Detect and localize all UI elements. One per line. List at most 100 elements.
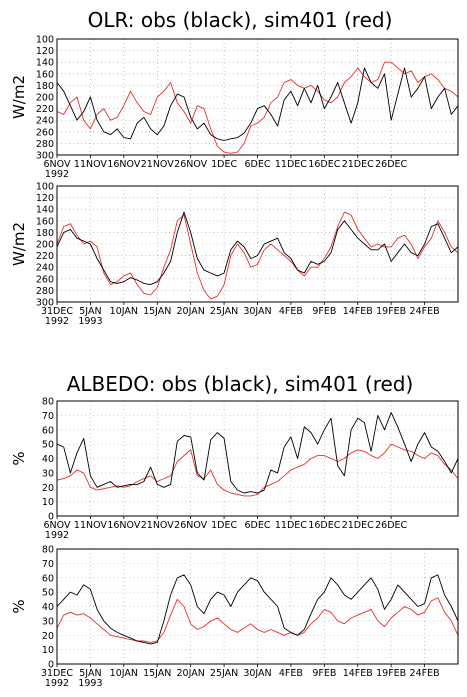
- x-tick-label: 11DEC: [275, 159, 307, 170]
- x-tick-label: 31DEC: [41, 306, 73, 317]
- y-tick-label: 60: [42, 425, 54, 436]
- x-tick-label: 16DEC: [308, 520, 340, 531]
- x-tick-year: 1992: [45, 530, 69, 541]
- x-tick-year: 1993: [78, 316, 102, 327]
- y-tick-label: 140: [36, 58, 54, 69]
- x-tick-label: 25JAN: [210, 306, 238, 317]
- x-tick-label: 19FEB: [376, 668, 406, 679]
- x-tick-label: 30JAN: [243, 306, 271, 317]
- x-tick-label: 24FEB: [410, 306, 440, 317]
- y-tick-label: 40: [42, 454, 54, 465]
- x-tick-label: 24FEB: [410, 668, 440, 679]
- x-tick-label: 21NOV: [141, 520, 175, 531]
- y-tick-label: 10: [42, 497, 54, 508]
- x-tick-label: 11NOV: [74, 520, 108, 531]
- y-tick-label: 220: [36, 104, 54, 115]
- y-tick-label: 140: [36, 205, 54, 216]
- grid-lines: [57, 549, 458, 664]
- albedo-title: ALBEDO: obs (black), sim401 (red): [67, 372, 414, 396]
- x-tick-label: 26NOV: [174, 159, 208, 170]
- y-tick-label: 20: [42, 631, 54, 642]
- x-tick-label: 6DEC: [245, 159, 271, 170]
- series-line-obs: [56, 574, 459, 645]
- olr-title: OLR: obs (black), sim401 (red): [88, 8, 393, 32]
- y-tick-label: 300: [36, 298, 54, 309]
- y-tick-label: 280: [36, 139, 54, 150]
- series-lines: [56, 211, 459, 300]
- y-tick-label: 60: [42, 573, 54, 584]
- y-tick-label: 100: [36, 182, 54, 193]
- y-axis-label: W/m2: [10, 75, 28, 119]
- x-tick-label: 11DEC: [275, 520, 307, 531]
- x-tick-label: 26DEC: [375, 159, 407, 170]
- x-tick-label: 14FEB: [343, 668, 373, 679]
- x-tick-year: 1992: [45, 316, 69, 327]
- y-tick-label: 160: [36, 69, 54, 80]
- x-tick-label: 26DEC: [375, 520, 407, 531]
- x-tick-label: 6DEC: [245, 520, 271, 531]
- y-tick-label: 180: [36, 81, 54, 92]
- series-line-obs: [56, 211, 459, 286]
- series-lines: [56, 61, 459, 154]
- x-tick-label: 10JAN: [110, 668, 138, 679]
- x-tick-label: 9FEB: [312, 668, 336, 679]
- y-tick-label: 50: [42, 440, 54, 451]
- x-tick-label: 31DEC: [41, 668, 73, 679]
- y-tick-label: 200: [36, 240, 54, 251]
- y-tick-label: 0: [48, 660, 54, 671]
- y-tick-label: 260: [36, 274, 54, 285]
- x-tick-label: 4FEB: [279, 306, 303, 317]
- series-line-sim: [56, 443, 459, 497]
- y-tick-label: 240: [36, 263, 54, 274]
- x-tick-label: 4FEB: [279, 668, 303, 679]
- y-tick-label: 100: [36, 35, 54, 46]
- x-tick-label: 5JAN: [79, 668, 101, 679]
- y-tick-labels: 0 10 20 30 40 50 60 70 80: [42, 545, 54, 671]
- series-line-obs: [56, 412, 459, 494]
- y-tick-label: 80: [42, 545, 54, 556]
- y-tick-label: 160: [36, 216, 54, 227]
- x-tick-label: 21DEC: [342, 159, 374, 170]
- y-axis-label: %: [10, 451, 28, 465]
- y-tick-label: 70: [42, 411, 54, 422]
- x-tick-label: 19FEB: [376, 306, 406, 317]
- y-tick-label: 80: [42, 397, 54, 408]
- x-tick-year: 1992: [45, 169, 69, 180]
- x-tick-label: 30JAN: [243, 668, 271, 679]
- y-tick-label: 280: [36, 286, 54, 297]
- x-tick-year: 1993: [78, 678, 102, 689]
- y-tick-label: 300: [36, 151, 54, 162]
- x-tick-label: 20JAN: [176, 668, 204, 679]
- x-tick-label: 15JAN: [143, 668, 171, 679]
- series-lines: [56, 574, 459, 645]
- x-tick-label: 9FEB: [312, 306, 336, 317]
- y-tick-label: 0: [48, 512, 54, 523]
- y-tick-label: 120: [36, 46, 54, 57]
- x-tick-label: 10JAN: [110, 306, 138, 317]
- x-tick-label: 16NOV: [107, 520, 141, 531]
- y-tick-label: 120: [36, 193, 54, 204]
- y-tick-label: 30: [42, 616, 54, 627]
- x-tick-label: 26NOV: [174, 520, 208, 531]
- y-tick-label: 10: [42, 645, 54, 656]
- y-tick-label: 220: [36, 251, 54, 262]
- y-tick-label: 30: [42, 468, 54, 479]
- series-lines: [56, 412, 459, 497]
- y-axis-label: %: [10, 599, 28, 613]
- y-tick-label: 50: [42, 588, 54, 599]
- grid-lines: [57, 39, 458, 155]
- x-tick-label: 11NOV: [74, 159, 108, 170]
- x-tick-label: 16NOV: [107, 159, 141, 170]
- x-tick-label: 16DEC: [308, 159, 340, 170]
- series-line-sim: [56, 61, 459, 154]
- y-tick-label: 70: [42, 559, 54, 570]
